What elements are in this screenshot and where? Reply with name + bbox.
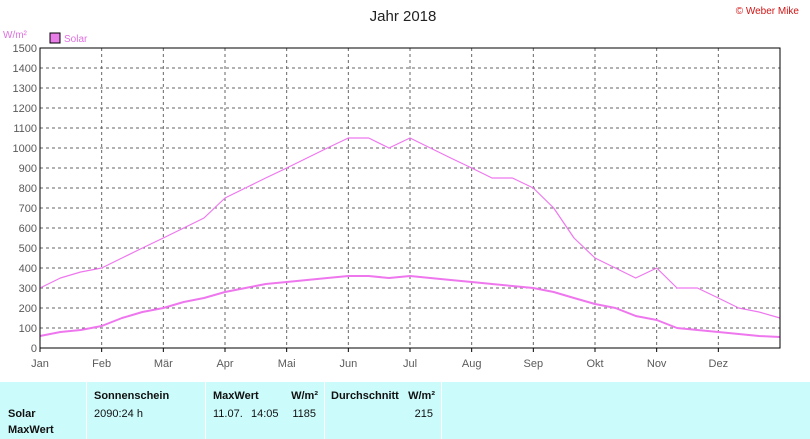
- x-tick-label: Sep: [524, 358, 544, 370]
- x-tick-label: Mai: [278, 358, 296, 370]
- x-tick-label: Apr: [216, 358, 233, 370]
- x-tick-label: Feb: [92, 358, 111, 370]
- solar-chart: Jahr 2018 © Weber Mike W/m² Solar 0 100 20…: [3, 6, 800, 370]
- x-tick-label: Jun: [339, 358, 357, 370]
- y-tick-label: 900: [19, 163, 37, 175]
- y-tick-label: 1500: [13, 43, 37, 55]
- y-axis: 0 100 200 300 400 500 600 700 800 900 1000 1100 1200…: [13, 43, 37, 355]
- chart-title: Jahr 2018: [370, 8, 437, 25]
- solar-average-line: [39, 275, 781, 338]
- maxwert-date: 11.07.: [213, 408, 243, 420]
- plot-frame: [39, 47, 781, 349]
- sonnenschein-header: Sonnenschein: [94, 390, 170, 402]
- maxwert-value: 1185: [292, 408, 316, 420]
- y-tick-label: 700: [19, 203, 37, 215]
- y-tick-label: 1000: [13, 143, 37, 155]
- sonnenschein-value: 2090:24 h: [94, 408, 143, 420]
- durchschnitt-header: Durchschnitt: [331, 390, 399, 402]
- row-label-solar: Solar: [8, 408, 36, 420]
- row-label-maxwert: MaxWert: [8, 424, 54, 436]
- maxwert-unit: W/m²: [291, 390, 318, 402]
- durchschnitt-unit: W/m²: [408, 390, 435, 402]
- legend-swatch: [49, 32, 61, 44]
- maxwert-header: MaxWert: [213, 390, 259, 402]
- legend-label: Solar: [64, 34, 88, 45]
- x-tick-label: Aug: [462, 358, 482, 370]
- x-tick-label: Jul: [403, 358, 417, 370]
- solar-max-line: [39, 137, 781, 319]
- stats-column-empty: [441, 382, 810, 439]
- y-unit-label: W/m²: [3, 30, 28, 41]
- y-tick-label: 500: [19, 243, 37, 255]
- stats-panel: Solar MaxWert Sonnenschein 2090:24 h Max…: [0, 382, 810, 439]
- y-tick-label: 200: [19, 303, 37, 315]
- y-tick-label: 600: [19, 223, 37, 235]
- y-tick-label: 100: [19, 323, 37, 335]
- x-tick-label: Mär: [154, 358, 173, 370]
- y-tick-label: 1300: [13, 83, 37, 95]
- x-tick-label: Okt: [586, 358, 603, 370]
- y-tick-label: 400: [19, 263, 37, 275]
- x-axis: Jan Feb Mär Apr Mai Jun Jul Aug Sep Okt Nov Dez: [31, 348, 728, 370]
- stats-column-maxwert: MaxWert W/m² 11.07. 14:05 1185: [205, 382, 324, 439]
- x-tick-label: Dez: [709, 358, 729, 370]
- x-tick-label: Nov: [647, 358, 667, 370]
- y-tick-label: 1400: [13, 63, 37, 75]
- durchschnitt-value: 215: [414, 408, 433, 420]
- copyright-text: © Weber Mike: [736, 6, 800, 17]
- maxwert-time: 14:05: [251, 408, 279, 420]
- grid-lines: [40, 48, 780, 348]
- y-tick-label: 1200: [13, 103, 37, 115]
- stats-column-sonnenschein: Sonnenschein 2090:24 h: [86, 382, 205, 439]
- stats-column-durchschnitt: Durchschnitt W/m² 215: [324, 382, 441, 439]
- y-tick-label: 300: [19, 283, 37, 295]
- y-tick-label: 800: [19, 183, 37, 195]
- solar-series: [39, 137, 781, 338]
- y-tick-label: 1100: [13, 123, 37, 135]
- x-tick-label: Jan: [31, 358, 49, 370]
- y-tick-label: 0: [31, 343, 37, 355]
